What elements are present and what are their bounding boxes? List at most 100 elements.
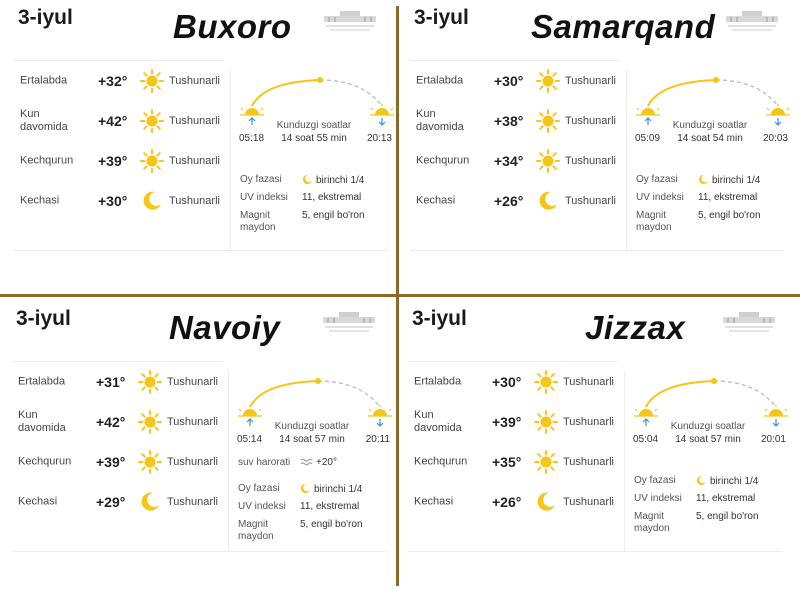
period-label: Kechqurun xyxy=(18,455,72,468)
sunset-time: 20:11 xyxy=(365,434,390,445)
forecast-row: Kechqurun +39° Tushunarli xyxy=(14,141,224,181)
condition-label: Tushunarli xyxy=(565,195,616,207)
temperature-value: +26° xyxy=(492,494,522,510)
forecast-panel: 3-iyul Buxoro Ertalabda +32° Tushunarli … xyxy=(8,0,398,288)
forecast-row: Kechasi +26° Tushunarli xyxy=(408,482,618,522)
period-label: Ertalabda xyxy=(18,375,66,388)
detail-value: +20° xyxy=(316,457,337,468)
details-list: suv harorati +20° Oy fazasi birinchi 1/4… xyxy=(238,457,396,545)
condition-label: Tushunarli xyxy=(167,416,218,428)
temperature-value: +31° xyxy=(96,374,126,390)
forecast-row: Kechqurun +35° Tushunarli xyxy=(408,442,618,482)
sunrise-time: 05:09 xyxy=(635,133,661,144)
condition-label: Tushunarli xyxy=(169,155,220,167)
condition-label: Tushunarli xyxy=(563,376,614,388)
forecast-row: Kechqurun +34° Tushunarli xyxy=(410,141,620,181)
sunset-icon xyxy=(370,104,394,126)
forecast-panel: 3-iyul Jizzax Ertalabda +30° Tushunarli … xyxy=(402,301,792,589)
detail-row: Oy fazasi birinchi 1/4 xyxy=(636,174,794,192)
forecast-row: Ertalabda +31° Tushunarli xyxy=(12,362,222,402)
forecast-row: Ertalabda +32° Tushunarli xyxy=(14,61,224,101)
forecast-panel: 3-iyul Navoiy Ertalabda +31° Tushunarli … xyxy=(6,301,396,589)
detail-label: Magnit maydon xyxy=(636,210,672,233)
sunrise-icon xyxy=(636,104,660,125)
detail-value: 11, ekstremal xyxy=(696,493,756,504)
detail-row: UV indeksi 11, ekstremal xyxy=(240,192,398,210)
detail-value: 5, engil bo'ron xyxy=(696,511,759,522)
sun-path-arc xyxy=(636,77,790,126)
period-label: Kun davomida xyxy=(18,409,66,434)
condition-label: Tushunarli xyxy=(167,496,218,508)
forecast-date: 3-iyul xyxy=(18,6,73,29)
sunrise-icon xyxy=(240,104,264,125)
temperature-value: +30° xyxy=(98,193,128,209)
sun-icon xyxy=(140,149,164,173)
sun-icon xyxy=(140,109,164,133)
column-divider xyxy=(228,371,229,551)
forecast-row: Kechasi +29° Tushunarli xyxy=(12,482,222,522)
logo-icon xyxy=(722,8,782,34)
daylight-length: 14 soat 55 min xyxy=(281,133,347,144)
daylight-block: Kunduzgi soatlar 14 soat 54 min xyxy=(630,119,790,145)
daylight-label: Kunduzgi soatlar xyxy=(672,120,748,131)
sunrise-time: 05:18 xyxy=(239,133,265,144)
forecast-row: Kun davomida +42° Tushunarli xyxy=(12,402,222,442)
bottom-divider xyxy=(14,250,388,251)
sun-path-arc xyxy=(238,378,392,427)
period-label: Kechasi xyxy=(414,495,454,508)
sunset-icon xyxy=(368,405,392,427)
condition-label: Tushunarli xyxy=(169,195,220,207)
sun-icon xyxy=(138,370,162,394)
condition-label: Tushunarli xyxy=(565,75,616,87)
detail-row: Magnit maydon 5, engil bo'ron xyxy=(636,210,794,236)
detail-value: birinchi 1/4 xyxy=(712,175,761,186)
period-label: Kechqurun xyxy=(20,154,74,167)
forecast-table: Ertalabda +30° Tushunarli Kun davomida +… xyxy=(408,361,618,522)
moon-phase-icon xyxy=(696,475,710,487)
sun-icon xyxy=(536,69,560,93)
daylight-block: Kunduzgi soatlar 14 soat 57 min xyxy=(232,420,392,446)
condition-label: Tushunarli xyxy=(565,115,616,127)
sun-icon xyxy=(536,109,560,133)
detail-value: 11, ekstremal xyxy=(698,192,758,203)
condition-label: Tushunarli xyxy=(169,75,220,87)
logo-icon xyxy=(719,309,779,335)
sun-icon xyxy=(138,410,162,434)
moon-phase-icon xyxy=(302,174,316,186)
detail-label: Oy fazasi xyxy=(240,174,282,185)
sun-info: Kunduzgi soatlar 14 soat 57 min 05:14 20… xyxy=(232,371,392,561)
city-title: Samarqand xyxy=(531,8,716,45)
daylight-length: 14 soat 54 min xyxy=(677,133,743,144)
bottom-divider xyxy=(12,551,386,552)
detail-value: 11, ekstremal xyxy=(302,192,362,203)
moon-icon xyxy=(138,490,162,514)
sunrise-icon xyxy=(634,405,658,426)
moon-icon xyxy=(536,189,560,213)
sunset-time: 20:01 xyxy=(760,434,786,445)
detail-value: birinchi 1/4 xyxy=(316,175,365,186)
detail-row: UV indeksi 11, ekstremal xyxy=(636,192,794,210)
condition-label: Tushunarli xyxy=(167,376,218,388)
forecast-date: 3-iyul xyxy=(16,307,71,330)
sunset-icon xyxy=(764,405,788,427)
detail-label: Magnit maydon xyxy=(240,210,276,233)
sunset-icon xyxy=(766,104,790,126)
detail-label: suv harorati xyxy=(238,457,291,468)
forecast-row: Ertalabda +30° Tushunarli xyxy=(410,61,620,101)
period-label: Ertalabda xyxy=(20,74,68,87)
detail-label: UV indeksi xyxy=(634,493,682,504)
period-label: Ertalabda xyxy=(416,74,464,87)
moon-icon xyxy=(534,490,558,514)
detail-value: 5, engil bo'ron xyxy=(698,210,761,221)
sunrise-time: 05:14 xyxy=(237,434,263,445)
forecast-date: 3-iyul xyxy=(412,307,467,330)
detail-label: Oy fazasi xyxy=(636,174,678,185)
temperature-value: +30° xyxy=(494,73,524,89)
detail-value: 5, engil bo'ron xyxy=(300,519,363,530)
detail-label: UV indeksi xyxy=(636,192,684,203)
condition-label: Tushunarli xyxy=(565,155,616,167)
daylight-label: Kunduzgi soatlar xyxy=(274,421,350,432)
moon-icon xyxy=(140,189,164,213)
moon-phase-icon xyxy=(698,174,712,186)
detail-row: UV indeksi 11, ekstremal xyxy=(238,501,396,519)
